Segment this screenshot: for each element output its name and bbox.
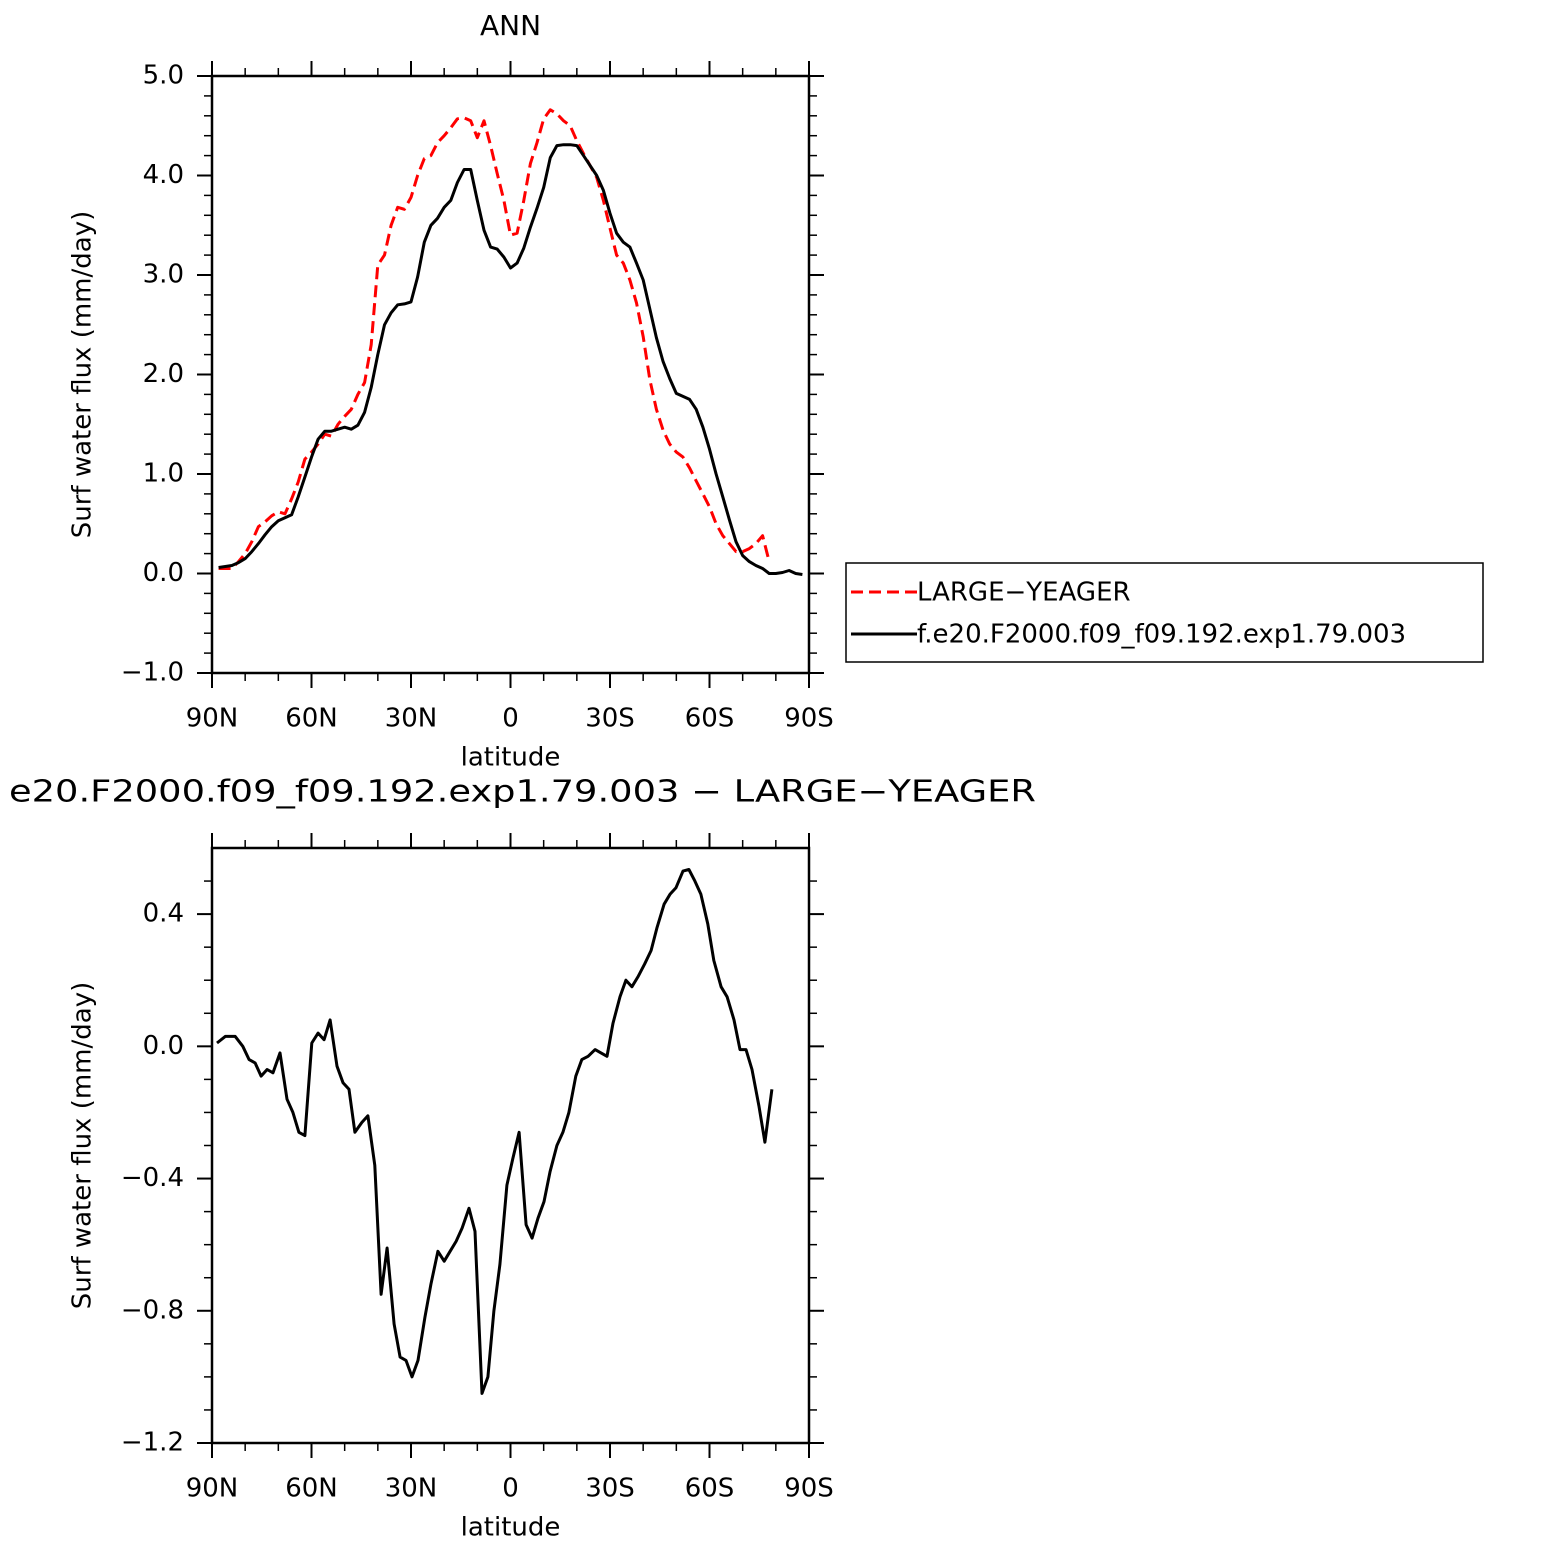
x-tick-label: 90S — [784, 704, 834, 734]
data-line — [218, 108, 771, 570]
legend-box — [845, 562, 1484, 663]
y-tick-label: 5.0 — [143, 61, 184, 91]
x-tick-label: 90S — [784, 1474, 834, 1504]
chart-title: e20.F2000.f09_f09.192.exp1.79.003 − LARG… — [9, 775, 1036, 810]
y-tick-label: 2.0 — [143, 359, 184, 389]
y-tick-label: −0.8 — [121, 1295, 184, 1325]
y-tick-label: 0.0 — [143, 1031, 184, 1061]
legend-label: LARGE−YEAGER — [917, 578, 1131, 608]
x-tick-label: 60N — [285, 704, 338, 734]
y-tick-label: −1.2 — [121, 1428, 184, 1458]
x-tick-label: 90N — [186, 1474, 239, 1504]
x-tick-label: 0 — [502, 1474, 519, 1504]
x-tick-label: 30N — [385, 1474, 438, 1504]
x-tick-label: 30S — [585, 704, 635, 734]
y-tick-label: 4.0 — [143, 160, 184, 190]
x-tick-label: 60S — [685, 1474, 735, 1504]
y-axis-label: Surf water flux (mm/day) — [68, 211, 98, 538]
y-tick-label: −0.4 — [121, 1163, 184, 1193]
x-axis-label: latitude — [461, 1513, 561, 1543]
x-tick-label: 30N — [385, 704, 438, 734]
x-tick-label: 60S — [685, 704, 735, 734]
data-line — [216, 868, 774, 1395]
x-tick-label: 90N — [186, 704, 239, 734]
legend-label: f.e20.F2000.f09_f09.192.exp1.79.003 — [917, 620, 1406, 650]
x-axis-label: latitude — [461, 743, 561, 773]
y-axis-label: Surf water flux (mm/day) — [68, 982, 98, 1309]
y-tick-label: 0.0 — [143, 558, 184, 588]
y-tick-label: 1.0 — [143, 459, 184, 489]
data-line — [218, 143, 803, 576]
plot-frame — [210, 846, 811, 1445]
x-tick-label: 60N — [285, 1474, 338, 1504]
x-tick-label: 0 — [502, 704, 519, 734]
y-tick-label: 3.0 — [143, 260, 184, 290]
chart-title: ANN — [480, 9, 541, 42]
x-tick-label: 30S — [585, 1474, 635, 1504]
plot-frame — [210, 74, 811, 675]
y-tick-label: 0.4 — [143, 899, 184, 929]
y-tick-label: −1.0 — [121, 658, 184, 688]
